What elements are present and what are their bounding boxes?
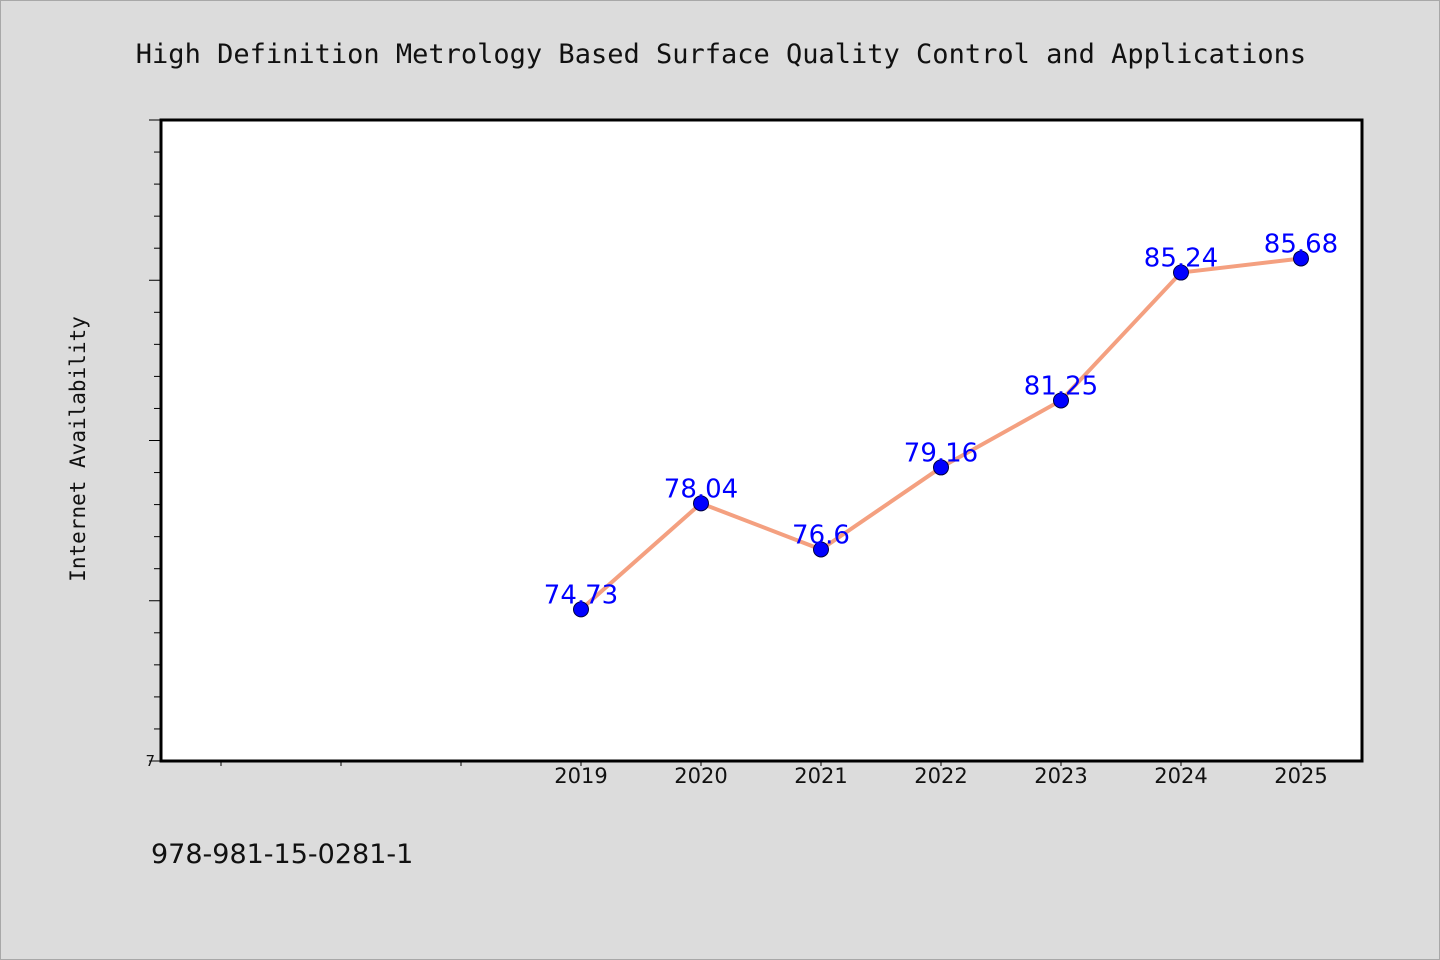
y-tick-label: 7	[145, 752, 155, 770]
data-point	[813, 541, 829, 558]
y-axis-ticks: 7	[145, 119, 161, 770]
data-label: 78.04	[664, 474, 738, 504]
data-point	[573, 601, 589, 618]
data-point	[1053, 392, 1069, 409]
data-point	[933, 459, 949, 476]
x-tick-label: 2022	[914, 764, 967, 788]
data-point	[693, 495, 709, 512]
plot-area	[159, 118, 1364, 763]
y-axis-label: Internet Availability	[66, 316, 90, 582]
chart-title: High Definition Metrology Based Surface …	[136, 39, 1306, 70]
isbn-footer: 978-981-15-0281-1	[151, 839, 413, 870]
x-tick-label: 2019	[554, 764, 607, 788]
data-label: 85.68	[1264, 229, 1338, 259]
x-tick-label: 2020	[674, 764, 727, 788]
data-label: 85.24	[1144, 244, 1218, 274]
data-label: 76.6	[792, 520, 850, 550]
data-label: 79.16	[904, 438, 978, 468]
data-label: 81.25	[1024, 371, 1098, 401]
x-axis-ticks: 2019 2020 2021 2022 2023 2024 2025	[220, 761, 1328, 788]
x-tick-label: 2023	[1034, 764, 1087, 788]
data-point	[1293, 250, 1309, 267]
x-tick-label: 2024	[1154, 764, 1207, 788]
data-label: 74.73	[544, 580, 618, 610]
x-tick-label: 2021	[794, 764, 847, 788]
series-layer: 74.73 78.04 76.6 79.16 81.25 85.24 85.68	[544, 229, 1338, 618]
x-tick-label: 2025	[1274, 764, 1327, 788]
data-point	[1173, 264, 1189, 281]
